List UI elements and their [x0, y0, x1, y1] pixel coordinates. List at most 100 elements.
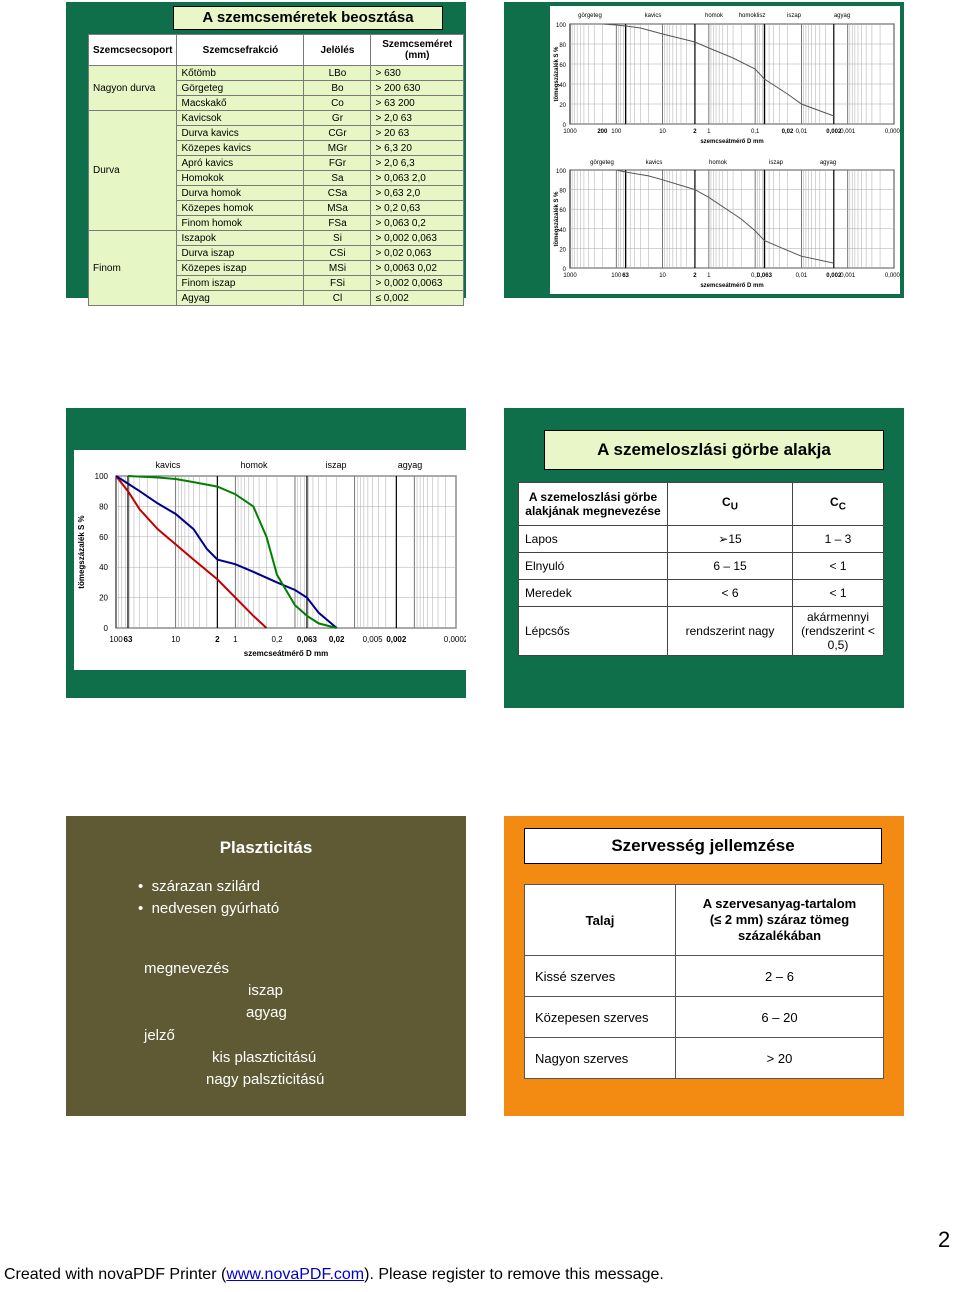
- band-label: kavics: [645, 13, 662, 19]
- x-tick-label: 1000: [563, 273, 577, 279]
- y-axis-label: tömegszázalék S %: [77, 515, 86, 588]
- size-cell: > 6,3 20: [370, 140, 464, 156]
- grain-size-table: Szemcsecsoport Szemcsefrakció Jelölés Sz…: [87, 34, 464, 306]
- footer-link[interactable]: www.novaPDF.com: [226, 1266, 365, 1283]
- row-cu: < 6: [667, 579, 793, 607]
- x-axis-label: szemcseátmérő D mm: [700, 283, 763, 289]
- band-label: homok: [709, 160, 728, 166]
- x-tick-label: 100: [611, 129, 622, 135]
- header-size-unit: (mm): [405, 50, 430, 61]
- band-label: agyag: [834, 13, 850, 19]
- band-label: homok: [240, 460, 268, 470]
- size-cell: > 0,02 0,063: [370, 245, 464, 261]
- symbol-cell: Cl: [303, 290, 372, 306]
- band-label: görgeteg: [578, 13, 602, 19]
- row-name: Lépcsős: [518, 606, 668, 656]
- x-tick-label: 0,02: [782, 129, 794, 135]
- table-row: Durva Kavicsok Gr > 2,0 63: [87, 110, 464, 231]
- x-tick-label: 1000: [563, 129, 577, 135]
- x-tick-label: 2: [693, 129, 697, 135]
- x-tick-label: 0,01: [796, 273, 808, 279]
- slide-title: A szemeloszlási görbe alakja: [544, 430, 884, 470]
- fraction-cell: Durva homok: [176, 185, 305, 201]
- symbol-cell: Co: [303, 95, 372, 111]
- symbol-cell: MGr: [303, 140, 372, 156]
- plot-frame: [569, 169, 895, 269]
- row-name: Nagyon szerves: [524, 1037, 676, 1079]
- y-tick-label: 80: [559, 43, 566, 49]
- x-tick-label: 0,2: [271, 635, 283, 644]
- size-cell: > 2,0 6,3: [370, 155, 464, 171]
- row-cc: < 1: [792, 579, 884, 607]
- fraction-cell: Kőtömb: [176, 65, 305, 81]
- fraction-cell: Durva iszap: [176, 245, 305, 261]
- header-fraction: Szemcsefrakció: [176, 34, 305, 66]
- size-cell: > 200 630: [370, 80, 464, 96]
- row-name: Közepesen szerves: [524, 996, 676, 1038]
- row-name: Lapos: [518, 525, 668, 553]
- organic-table: Talaj A szervesanyag-tartalom (≤ 2 mm) sz…: [524, 884, 884, 1079]
- header-organic-l1: A szervesanyag-tartalom: [702, 896, 857, 911]
- label-modifier: jelző: [144, 1027, 175, 1044]
- x-tick-label: 0,005: [363, 635, 384, 644]
- table-header-row: Szemcsecsoport Szemcsefrakció Jelölés Sz…: [87, 34, 464, 66]
- footer-text-2: ). Please register to remove this messag…: [364, 1266, 664, 1283]
- page-number: 2: [938, 1227, 951, 1252]
- slide-title: Plaszticitás: [219, 838, 313, 857]
- y-tick-label: 60: [559, 208, 566, 214]
- table-row: Elnyuló 6 – 15 < 1: [518, 552, 884, 580]
- fraction-cell: Iszapok: [176, 230, 305, 246]
- plot-frame: [115, 475, 457, 629]
- footer-text-1: Created with novaPDF Printer (: [4, 1266, 227, 1283]
- y-tick-label: 0: [563, 123, 567, 129]
- x-tick-label: 1: [707, 129, 711, 135]
- slide-grading-curves: 0 20 40 60 80 100 görgeteg kavics homok homoklisz…: [504, 2, 904, 298]
- y-tick-label: 100: [95, 472, 109, 481]
- symbol-cell: CSa: [303, 185, 372, 201]
- header-organic-paren: (: [709, 912, 715, 927]
- symbol-cell: MSi: [303, 260, 372, 276]
- y-tick-label: 100: [556, 23, 567, 29]
- symbol-cell: Gr: [303, 110, 372, 126]
- slide-organic: Szervesség jellemzése Talaj A szervesany…: [504, 816, 904, 1116]
- value-clay: agyag: [246, 1004, 287, 1021]
- fraction-cell: Közepes homok: [176, 200, 305, 216]
- x-tick-label: 0,063: [757, 273, 773, 279]
- y-tick-label: 40: [99, 563, 108, 572]
- y-tick-label: 40: [559, 228, 566, 234]
- band-label: iszap: [325, 460, 346, 470]
- series-line: [602, 23, 834, 117]
- slide-title: A szemcseméretek beosztása: [173, 6, 443, 30]
- row-cu-value: 15: [728, 532, 742, 546]
- y-tick-label: 20: [559, 103, 566, 109]
- fraction-cell: Görgeteg: [176, 80, 305, 96]
- table-row: Lapos ➢15 1 – 3: [518, 525, 884, 553]
- x-tick-label: 63: [622, 273, 629, 279]
- arrow-icon: ➢: [718, 532, 729, 546]
- band-label: iszap: [769, 160, 784, 166]
- series-line: [616, 169, 834, 264]
- band-label: kavics: [646, 160, 663, 166]
- row-value: > 20: [675, 1037, 884, 1079]
- y-tick-label: 60: [559, 63, 566, 69]
- x-tick-label: 0,002: [826, 273, 842, 279]
- x-tick-label: 2: [693, 273, 697, 279]
- table-row: Lépcsős rendszerint nagy akármennyi (rends…: [518, 606, 884, 656]
- series-line: [115, 475, 268, 629]
- y-tick-label: 40: [559, 83, 566, 89]
- table-row: Apró kavics FGr > 2,0 6,3: [89, 155, 464, 171]
- organic-header: Talaj A szervesanyag-tartalom (≤ 2 mm) sz…: [524, 884, 884, 956]
- table-row: Durva homok CSa > 0,63 2,0: [89, 185, 464, 201]
- x-tick-label: 10: [659, 129, 666, 135]
- group-cell: Finom: [87, 230, 178, 306]
- x-tick-label: 0,02: [329, 635, 345, 644]
- size-cell: > 2,0 63: [370, 110, 464, 126]
- fraction-cell: Közepes iszap: [176, 260, 305, 276]
- y-tick-label: 0: [563, 267, 567, 273]
- slide-three-curves: 0 20 40 60 80 100 kavics homok iszap agyag 100 63 10…: [66, 408, 466, 698]
- table-row: Nagyon durva Kőtömb LBo > 630: [87, 65, 464, 111]
- header-organic-l3: százalékában: [737, 928, 822, 943]
- x-tick-label: 0,001: [840, 273, 856, 279]
